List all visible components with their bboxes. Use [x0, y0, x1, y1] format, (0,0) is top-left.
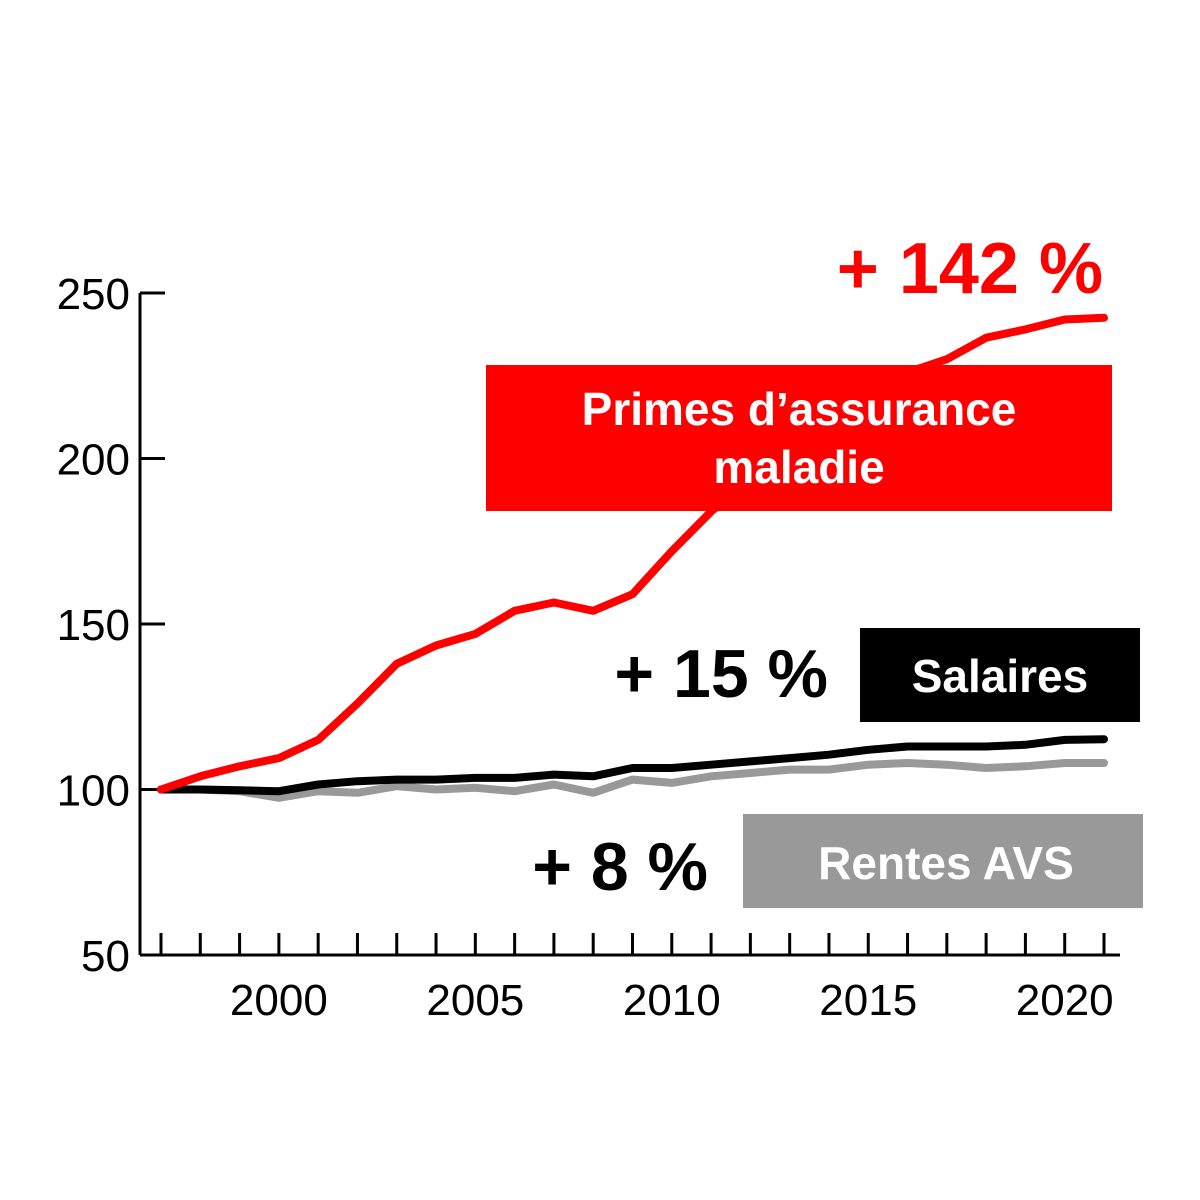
- y-tick-label: 200: [57, 436, 130, 485]
- rentes-change-label: + 8 %: [532, 829, 708, 905]
- y-tick-label: 50: [81, 932, 130, 981]
- legend-label-line: maladie: [713, 441, 884, 493]
- x-tick-label: 2005: [426, 976, 524, 1025]
- y-tick-label: 100: [57, 767, 130, 816]
- rentes-legend-box: [743, 814, 1143, 908]
- salaires-legend-box: [860, 628, 1140, 722]
- salaires-change-label: + 15 %: [614, 636, 828, 712]
- x-tick-label: 2020: [1016, 976, 1114, 1025]
- x-tick-label: 2015: [819, 976, 917, 1025]
- series-lines: [157, 313, 1108, 802]
- legend-label-line: Primes d’assurance: [582, 383, 1017, 435]
- salaires-legend-label: Salaires: [912, 650, 1088, 702]
- x-ticks: 2000 2005 2010 2015 2020: [159, 933, 1114, 1025]
- rentes-legend-label: Rentes AVS: [818, 837, 1074, 889]
- primes-legend-label: Primes d’assurance maladie: [582, 383, 1017, 493]
- primes-change-label: + 142 %: [837, 229, 1103, 309]
- y-tick-label: 150: [57, 601, 130, 650]
- x-tick-label: 2000: [230, 976, 328, 1025]
- x-tick-label: 2010: [623, 976, 721, 1025]
- y-ticks: 50 100 150 200 250: [57, 270, 165, 981]
- primes-legend-box: [486, 365, 1112, 511]
- y-tick-label: 250: [57, 270, 130, 319]
